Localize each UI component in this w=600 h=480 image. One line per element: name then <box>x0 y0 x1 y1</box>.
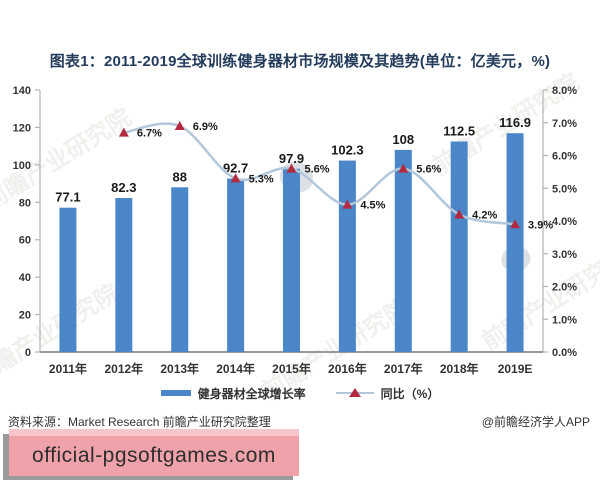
y2-tick-label: 1.0% <box>552 314 577 326</box>
watermark-overlay-text: official-pgsoftgames.com <box>32 444 276 467</box>
growth-value-label: 5.3% <box>249 173 274 185</box>
bar <box>450 141 468 352</box>
x-tick-label: 2014年 <box>216 361 255 376</box>
growth-value-label: 5.6% <box>305 164 330 176</box>
y2-tick-label: 4.0% <box>552 216 577 228</box>
y2-tick-label: 6.0% <box>552 151 577 163</box>
legend-item-bar: 健身器材全球增长率 <box>160 385 306 402</box>
bar <box>394 149 412 352</box>
bar <box>171 187 189 352</box>
x-tick-label: 2019E <box>498 362 533 376</box>
triangle-marker-icon <box>342 199 353 209</box>
y-tick-label: 0 <box>25 347 31 359</box>
bar-value-label: 108 <box>392 132 414 147</box>
legend-label-bar: 健身器材全球增长率 <box>197 386 306 401</box>
y2-tick-label: 2.0% <box>552 282 577 294</box>
growth-value-label: 5.6% <box>416 164 441 176</box>
growth-value-label: 4.5% <box>360 200 385 212</box>
y2-tick-label: 0.0% <box>552 347 577 359</box>
bar-swatch-icon <box>160 390 191 396</box>
bar-value-label: 102.3 <box>331 143 364 158</box>
legend-item-line: 同比（%） <box>335 385 440 402</box>
y2-tick-label: 5.0% <box>552 183 577 195</box>
watermark-overlay-box: official-pgsoftgames.com <box>9 429 299 476</box>
growth-value-label: 3.9% <box>528 219 553 231</box>
bar-value-label: 77.1 <box>55 190 80 205</box>
bar <box>227 178 245 352</box>
triangle-marker-icon <box>510 219 521 229</box>
y2-tick-label: 3.0% <box>552 249 577 261</box>
y-tick-label: 140 <box>13 85 31 97</box>
bar <box>115 197 133 352</box>
bar <box>338 160 356 352</box>
x-tick-label: 2011年 <box>49 361 87 376</box>
y-tick-label: 20 <box>19 310 31 322</box>
growth-value-label: 4.2% <box>472 209 497 221</box>
growth-value-label: 6.7% <box>137 128 162 140</box>
growth-line <box>123 122 516 226</box>
x-tick-label: 2013年 <box>160 361 199 376</box>
source-line: 资料来源：Market Research 前瞻产业研究院整理 <box>8 415 271 429</box>
credit-line: @前瞻经济学人APP <box>481 415 590 429</box>
growth-value-label: 6.9% <box>193 121 218 133</box>
x-tick-label: 2016年 <box>328 361 367 376</box>
triangle-marker-icon <box>118 127 129 137</box>
x-tick-label: 2017年 <box>384 361 423 376</box>
chart-legend: 健身器材全球增长率 同比（%） <box>0 384 600 402</box>
bar-value-label: 97.9 <box>279 151 304 166</box>
y-tick-label: 100 <box>13 160 31 172</box>
bar-value-label: 82.3 <box>111 180 136 195</box>
y-tick-label: 40 <box>19 272 31 284</box>
y-tick-label: 60 <box>19 235 31 247</box>
bar <box>506 133 524 352</box>
x-tick-label: 2015年 <box>272 361 311 376</box>
bar-value-label: 88 <box>172 169 186 184</box>
bar-value-label: 116.9 <box>499 115 531 130</box>
x-tick-label: 2012年 <box>104 361 143 376</box>
y2-tick-label: 8.0% <box>552 85 577 97</box>
triangle-marker-icon <box>398 163 409 173</box>
line-marker-swatch-icon <box>335 388 374 397</box>
y2-tick-label: 7.0% <box>552 118 577 130</box>
triangle-marker-icon <box>230 173 241 183</box>
bar-value-label: 112.5 <box>443 123 475 138</box>
bar <box>59 207 77 352</box>
x-tick-label: 2018年 <box>440 361 479 376</box>
chart-title: 图表1：2011-2019全球训练健身器材市场规模及其趋势(单位：亿美元，%) <box>49 53 551 70</box>
bar <box>283 168 300 352</box>
bar-value-label: 92.7 <box>223 161 248 176</box>
triangle-marker-icon <box>286 163 297 173</box>
triangle-marker-icon <box>174 121 185 131</box>
triangle-marker-icon <box>454 209 465 219</box>
y-tick-label: 80 <box>19 197 31 209</box>
y-tick-label: 120 <box>13 122 31 134</box>
legend-label-line: 同比（%） <box>380 386 440 401</box>
